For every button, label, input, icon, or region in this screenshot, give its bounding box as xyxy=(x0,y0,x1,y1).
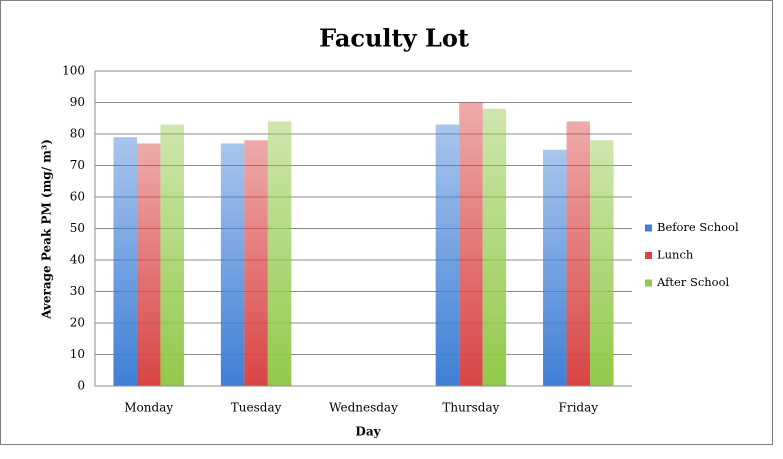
y-tick-label: 10 xyxy=(70,347,85,361)
x-tick-label: Friday xyxy=(559,401,599,415)
bar xyxy=(267,121,292,387)
x-tick-label: Monday xyxy=(124,401,173,415)
bar xyxy=(590,140,614,386)
chart-title: Faculty Lot xyxy=(319,24,469,53)
y-axis-label: Average Peak PM (mg/ m³) xyxy=(40,139,54,320)
y-tick-label: 20 xyxy=(70,316,85,330)
bar xyxy=(244,140,268,386)
bar xyxy=(543,149,567,386)
bar xyxy=(482,108,507,387)
legend-label: Lunch xyxy=(657,248,694,262)
y-tick-label: 30 xyxy=(70,284,85,298)
legend-swatch xyxy=(645,252,652,259)
y-tick-label: 90 xyxy=(70,95,85,109)
bar xyxy=(136,143,161,386)
bar xyxy=(459,102,483,386)
bar xyxy=(566,121,591,387)
y-tick-label: 50 xyxy=(70,221,85,235)
x-tick-label: Thursday xyxy=(442,401,499,415)
legend-swatch xyxy=(645,224,652,232)
bar xyxy=(435,124,460,387)
y-tick-label: 60 xyxy=(70,190,85,204)
y-tick-label: 80 xyxy=(70,127,85,141)
bar xyxy=(220,143,245,386)
x-tick-label: Wednesday xyxy=(329,401,398,415)
x-axis-label: Day xyxy=(355,425,381,439)
legend-label: After School xyxy=(656,275,730,289)
legend-label: Before School xyxy=(657,220,739,234)
x-tick-label: Tuesday xyxy=(231,401,282,415)
legend-swatch xyxy=(645,279,652,287)
y-tick-label: 40 xyxy=(70,253,85,267)
bar xyxy=(113,137,137,386)
y-tick-label: 0 xyxy=(77,379,85,393)
bar xyxy=(160,124,184,387)
y-tick-label: 70 xyxy=(70,158,85,172)
y-tick-label: 100 xyxy=(62,64,85,78)
